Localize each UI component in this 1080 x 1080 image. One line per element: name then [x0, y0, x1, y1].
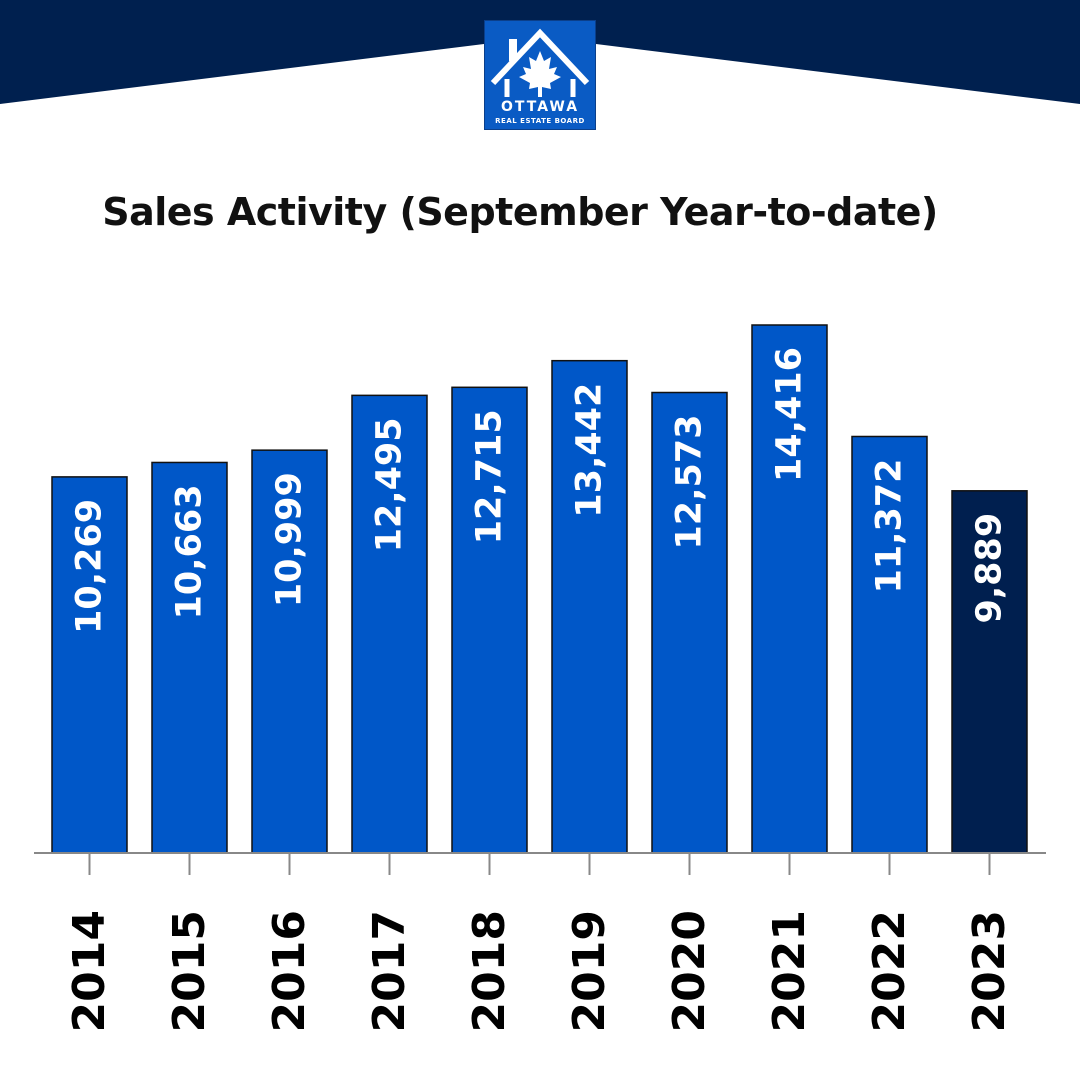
- x-tick-label-2015: 2015: [164, 910, 215, 1032]
- data-label-2017: 12,495: [370, 417, 410, 552]
- bar-2015: [151, 461, 228, 854]
- data-label-2022: 11,372: [870, 458, 910, 593]
- data-label-2018: 12,715: [470, 409, 510, 544]
- x-tick-label-2014: 2014: [64, 910, 115, 1032]
- data-label-2020: 12,573: [670, 415, 710, 550]
- x-tick-label-2020: 2020: [664, 910, 715, 1032]
- bar-2017: [351, 394, 428, 854]
- bar-2018: [451, 386, 528, 854]
- bar-2014: [51, 476, 128, 854]
- data-label-2019: 13,442: [570, 383, 610, 518]
- chart-title: Sales Activity (September Year-to-date): [102, 190, 938, 234]
- bar-2023: [951, 490, 1028, 854]
- x-tick-label-2021: 2021: [764, 910, 815, 1032]
- data-label-2016: 10,999: [270, 472, 310, 607]
- data-label-2021: 14,416: [770, 347, 810, 482]
- data-label-2014: 10,269: [70, 499, 110, 634]
- x-tick-label-2023: 2023: [964, 910, 1015, 1032]
- bar-2020: [651, 391, 728, 854]
- x-axis-ticks: 2014 2015 2016 2017 2018 2019 2020 2021 2022 2023: [64, 853, 1015, 1032]
- header-band: [0, 0, 1080, 104]
- x-tick-label-2019: 2019: [564, 910, 615, 1032]
- house-maple-leaf-icon: [490, 28, 590, 97]
- bar-2021: [751, 324, 828, 854]
- bars-layer: 10,269 10,663 10,999 12,495 12,715 13,442 12,5…: [51, 324, 1028, 854]
- data-label-2015: 10,663: [170, 484, 210, 619]
- x-tick-label-2022: 2022: [864, 910, 915, 1032]
- bar-2016: [251, 449, 328, 854]
- bar-2022: [851, 435, 928, 854]
- x-tick-label-2016: 2016: [264, 910, 315, 1032]
- logo-wordmark-ottawa: OTTAWA: [500, 99, 580, 115]
- logo-wordmark-real-estate-board: REAL ESTATE BOARD: [495, 117, 585, 125]
- bar-2019: [551, 359, 628, 854]
- x-tick-label-2017: 2017: [364, 910, 415, 1032]
- data-label-2023: 9,889: [970, 513, 1010, 624]
- x-tick-label-2018: 2018: [464, 910, 515, 1032]
- ottawa-real-estate-board-logo: OTTAWA REAL ESTATE BOARD: [484, 20, 596, 130]
